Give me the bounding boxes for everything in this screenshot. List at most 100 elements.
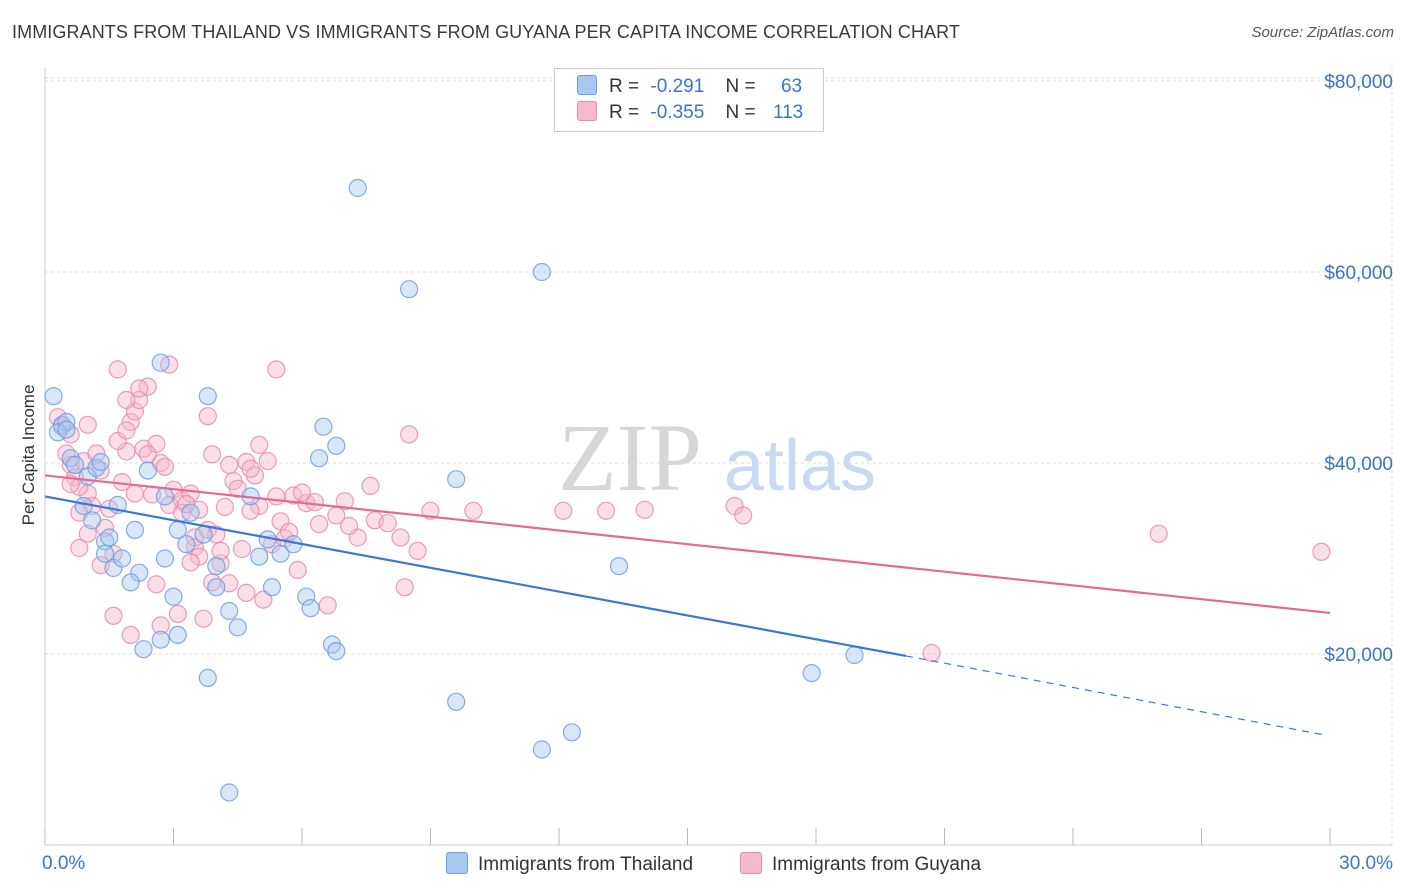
thailand-point-23	[134, 640, 153, 659]
thailand-point-5	[65, 455, 85, 474]
guyana-point-111	[292, 483, 312, 502]
guyana-point-60	[408, 541, 427, 561]
thailand-point-51	[562, 723, 582, 742]
thailand-point-21	[155, 549, 174, 568]
guyana-point-81	[104, 606, 123, 625]
guyana-point-104	[305, 493, 324, 512]
legend-r-value-guyana: -0.355	[650, 102, 705, 123]
thailand-point-25	[168, 625, 187, 645]
guyana-point-88	[237, 583, 256, 603]
guyana-point-100	[211, 541, 230, 561]
guyana-point-85	[194, 609, 213, 628]
guyana-point-9	[61, 474, 80, 494]
guyana-point-84	[168, 604, 187, 624]
guyana-point-61	[421, 501, 440, 520]
guyana-trend-line	[44, 474, 1331, 615]
guyana-point-93	[318, 596, 337, 615]
legend-n-label: N =	[725, 76, 756, 97]
guyana-point-89	[254, 590, 273, 609]
guyana-point-31	[181, 484, 200, 503]
thailand-point-50	[532, 740, 552, 759]
thailand-point-29	[228, 618, 247, 637]
guyana-points	[48, 355, 1331, 663]
thailand-point-47	[447, 470, 466, 489]
guyana-point-58	[395, 578, 414, 597]
trend-lines	[44, 474, 1331, 736]
guyana-point-67	[734, 506, 753, 525]
thailand-point-44	[327, 641, 346, 661]
bottom-legend-label-thailand: Immigrants from Thailand	[478, 854, 694, 875]
thailand-point-20	[177, 535, 196, 554]
guyana-point-74	[108, 360, 127, 379]
guyana-point-92	[288, 560, 307, 580]
guyana-point-78	[250, 435, 269, 454]
bottom-legend-swatch-guyana	[740, 852, 762, 874]
guyana-point-10	[78, 415, 97, 434]
guyana-point-54	[361, 476, 380, 495]
guyana-point-83	[151, 616, 170, 635]
thailand-point-58	[181, 503, 200, 522]
thailand-trend-extension	[905, 655, 1326, 736]
thailand-point-42	[327, 436, 346, 455]
guyana-point-45	[258, 452, 277, 471]
y-axis-label: Per Capita Income	[19, 385, 38, 526]
guyana-point-68	[922, 643, 941, 663]
thailand-point-9	[82, 511, 102, 530]
thailand-point-55	[220, 783, 239, 802]
legend-row-guyana: R = -0.355 N = 113	[577, 101, 803, 127]
thailand-point-39	[301, 599, 320, 618]
thailand-point-22	[164, 587, 183, 606]
thailand-point-31	[198, 668, 217, 688]
guyana-point-103	[232, 539, 252, 559]
guyana-point-59	[400, 425, 419, 444]
thailand-point-33	[151, 353, 170, 372]
thailand-point-14	[125, 520, 144, 540]
legend-n-label: N =	[725, 102, 756, 123]
guyana-point-25	[155, 457, 174, 476]
guyana-point-40	[215, 497, 234, 516]
legend-n-value-guyana: 113	[772, 102, 804, 123]
thailand-point-54	[845, 645, 864, 665]
thailand-point-24	[151, 630, 170, 649]
guyana-point-70	[1312, 542, 1331, 561]
thailand-point-36	[262, 578, 282, 597]
thailand-point-46	[400, 280, 419, 299]
legend-row-thailand: R = -0.291 N = 63	[577, 75, 802, 101]
thailand-point-53	[802, 663, 821, 683]
guyana-point-75	[117, 390, 136, 410]
thailand-point-57	[91, 452, 110, 472]
guyana-point-56	[378, 514, 397, 533]
thailand-point-61	[138, 461, 157, 480]
bottom-legend-label-guyana: Immigrants from Guyana	[772, 854, 982, 875]
guyana-point-79	[70, 538, 89, 558]
y-tick-label-2: $60,000	[1324, 263, 1393, 284]
bottom-legend-thailand: Immigrants from Thailand	[446, 852, 693, 876]
guyana-point-108	[203, 445, 222, 464]
watermark-atlas: atlas	[724, 426, 876, 506]
thailand-point-17	[121, 573, 140, 592]
guyana-point-65	[635, 500, 654, 519]
guyana-point-76	[130, 379, 149, 398]
guyana-point-105	[340, 516, 359, 536]
thailand-point-12	[95, 544, 115, 563]
thailand-point-18	[155, 487, 174, 506]
y-tick-label-3: $80,000	[1324, 72, 1393, 93]
guyana-point-98	[125, 484, 144, 503]
bottom-legend-swatch-thailand	[446, 852, 468, 874]
guyana-point-69	[1149, 524, 1168, 543]
thailand-trend-line	[44, 495, 907, 657]
bottom-legend-guyana: Immigrants from Guyana	[740, 852, 981, 876]
correlation-legend: R = -0.291 N = 63 R = -0.355 N = 113	[554, 68, 824, 132]
guyana-point-112	[138, 445, 157, 464]
guyana-point-62	[464, 501, 483, 520]
y-tick-label-1: $40,000	[1324, 454, 1393, 475]
guyana-point-64	[596, 501, 616, 520]
watermark-zip: ZIP	[558, 404, 702, 511]
legend-swatch-guyana	[577, 101, 597, 121]
thailand-point-0	[44, 387, 63, 406]
thailand-point-52	[609, 556, 629, 576]
guyana-point-63	[554, 501, 573, 520]
thailand-point-11	[100, 528, 119, 547]
guyana-point-96	[241, 501, 260, 520]
legend-r-value-thailand: -0.291	[650, 76, 705, 97]
